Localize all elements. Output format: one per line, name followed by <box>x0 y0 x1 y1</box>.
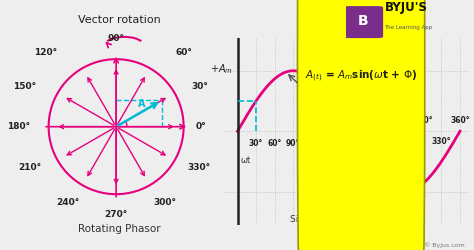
FancyBboxPatch shape <box>298 0 425 250</box>
Text: The Learning App: The Learning App <box>384 25 433 30</box>
Text: 210°: 210° <box>357 137 377 146</box>
Text: 330°: 330° <box>187 163 210 172</box>
Text: 300°: 300° <box>153 198 176 207</box>
Text: ωt: ωt <box>241 156 251 165</box>
Text: 240°: 240° <box>56 198 79 207</box>
Text: 60°: 60° <box>175 48 192 57</box>
Text: 300°: 300° <box>413 116 433 125</box>
Text: 150°: 150° <box>13 82 36 91</box>
FancyBboxPatch shape <box>344 6 383 38</box>
Text: 270°: 270° <box>104 210 128 219</box>
Text: A: A <box>138 99 146 109</box>
Text: 270°: 270° <box>394 137 414 146</box>
Text: Sinusoidal waveform in the
time domain: Sinusoidal waveform in the time domain <box>290 215 414 236</box>
Text: $A_{(t)}$ = $A_m$sin($\omega$t + $\Phi$): $A_{(t)}$ = $A_m$sin($\omega$t + $\Phi$) <box>305 68 417 84</box>
Text: © Byjus.com: © Byjus.com <box>424 242 465 248</box>
Text: B: B <box>358 14 369 28</box>
Text: 330°: 330° <box>432 137 451 146</box>
Text: 60°: 60° <box>267 138 282 147</box>
Text: 180°: 180° <box>7 122 30 131</box>
Text: 0°: 0° <box>196 122 206 131</box>
Text: Vector rotation: Vector rotation <box>78 15 161 25</box>
Text: Rotating Phasor: Rotating Phasor <box>78 224 161 234</box>
Text: 360°: 360° <box>450 116 470 125</box>
Text: 240°: 240° <box>376 116 396 125</box>
Text: BYJU'S: BYJU'S <box>384 1 427 14</box>
Text: 90°: 90° <box>286 138 300 147</box>
Text: 30°: 30° <box>192 82 209 91</box>
Text: 30°: 30° <box>249 138 263 147</box>
Text: 90°: 90° <box>108 34 125 43</box>
Text: 210°: 210° <box>19 163 42 172</box>
Text: 120°: 120° <box>34 48 57 57</box>
Text: 150°: 150° <box>320 138 340 147</box>
Text: $+A_m$: $+A_m$ <box>210 63 233 76</box>
Text: $-A_m$: $-A_m$ <box>393 198 416 211</box>
Text: 180°: 180° <box>339 116 358 125</box>
Text: 120°: 120° <box>302 138 321 147</box>
